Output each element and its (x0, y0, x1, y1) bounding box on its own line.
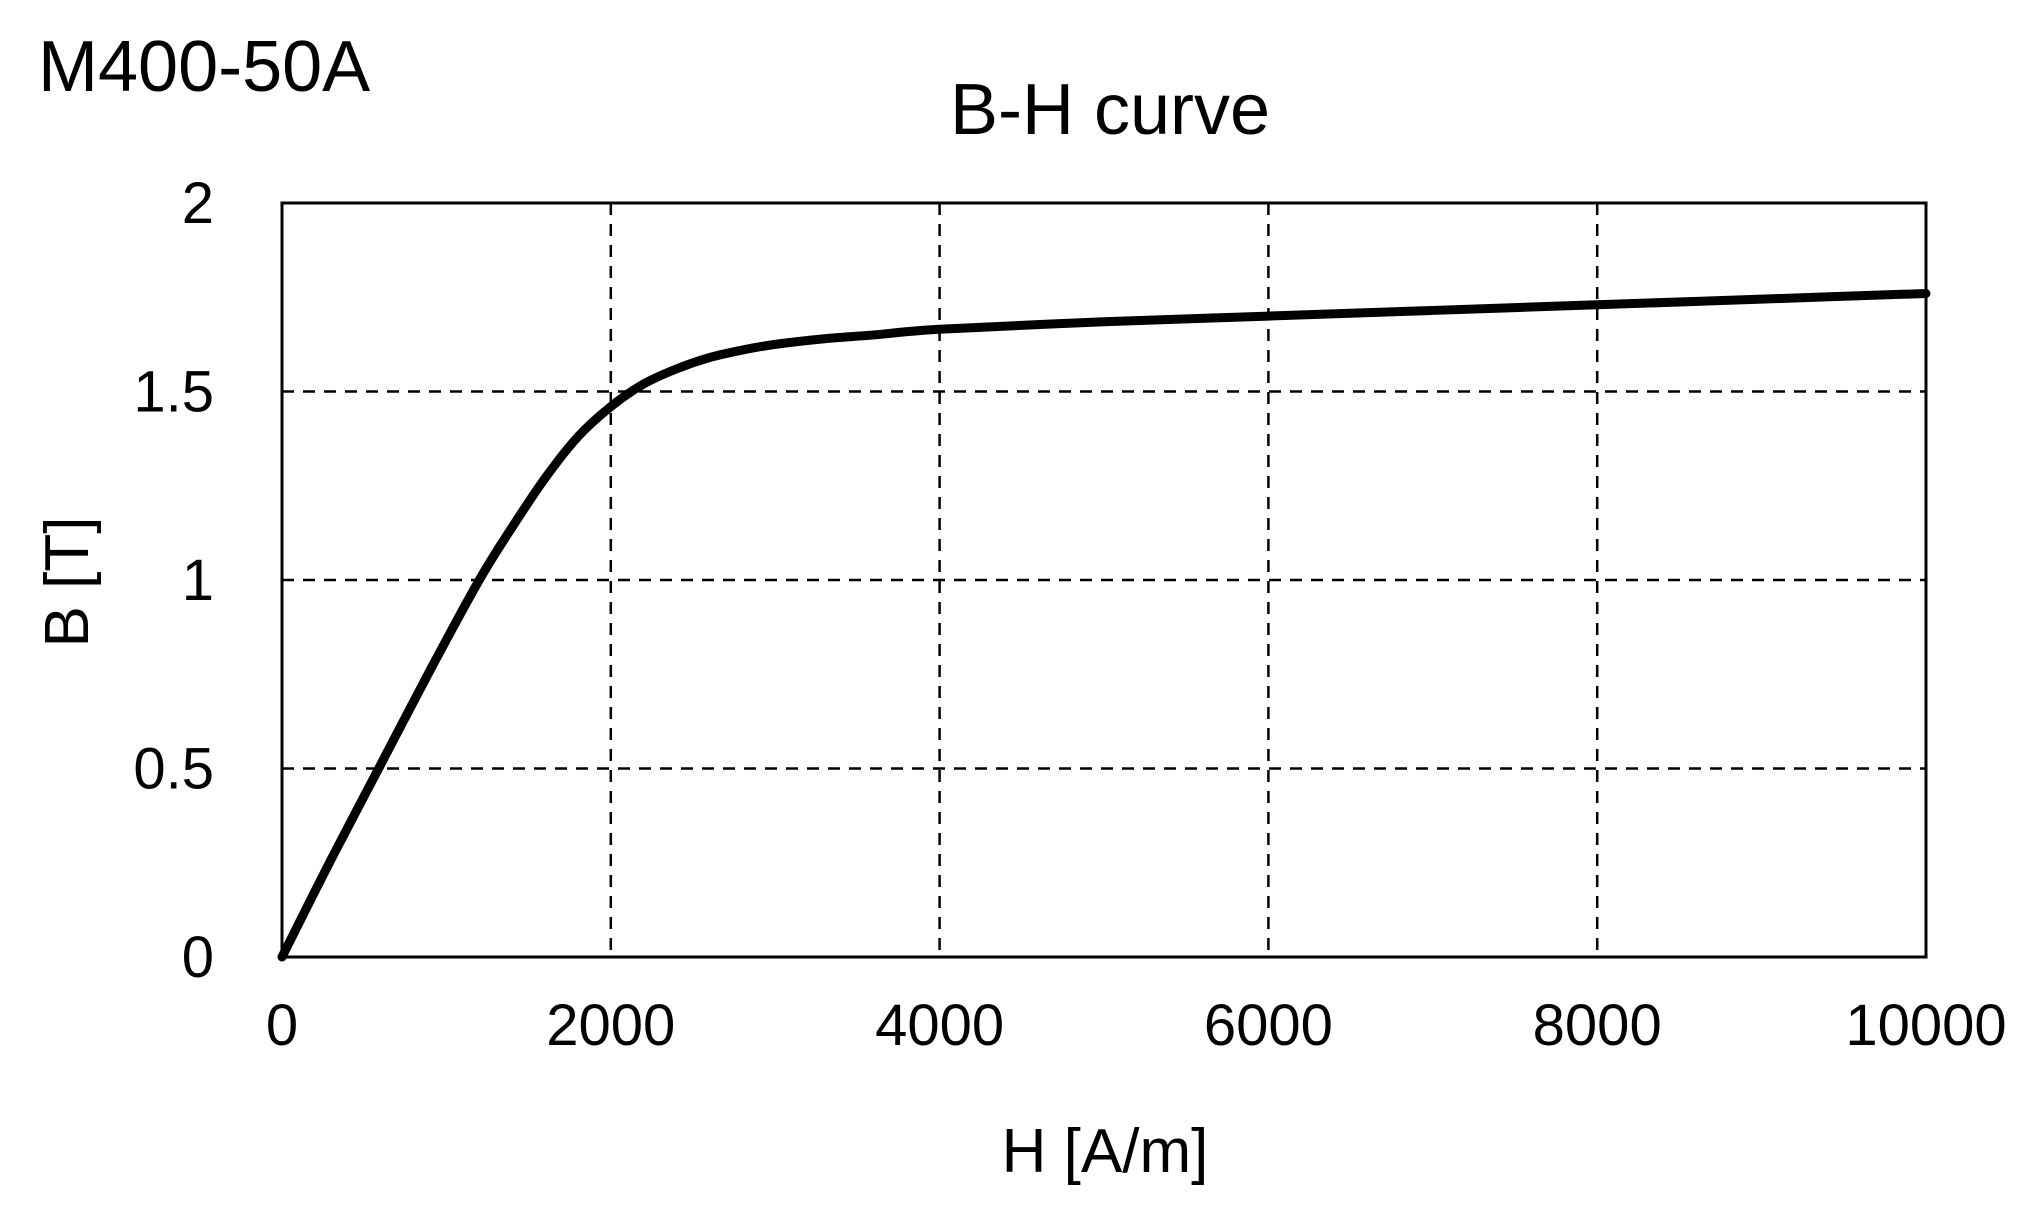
y-tick-label: 2 (182, 171, 214, 236)
x-tick-label: 2000 (546, 993, 675, 1058)
y-tick-label: 0.5 (133, 737, 214, 802)
bh-curve-line (277, 288, 1931, 962)
y-tick-label: 0 (182, 925, 214, 990)
grid-lines (282, 203, 1926, 957)
x-tick-label: 6000 (1204, 993, 1333, 1058)
chart-title: B-H curve (950, 70, 1270, 150)
x-tick-label: 10000 (1845, 993, 2006, 1058)
plot-area-frame (280, 201, 1928, 959)
x-tick-label: 8000 (1533, 993, 1662, 1058)
material-label: M400-50A (38, 27, 370, 107)
tick-labels: 0 2000 4000 6000 8000 10000 0 0.5 1 1.5 2 (133, 171, 2006, 1058)
y-tick-label: 1.5 (133, 360, 214, 425)
y-tick-label: 1 (182, 548, 214, 613)
x-tick-label: 4000 (875, 993, 1004, 1058)
series-layer (277, 288, 1931, 962)
x-tick-label: 0 (266, 993, 298, 1058)
x-axis-label: H [A/m] (1002, 1117, 1209, 1186)
y-axis-label: B [T] (33, 517, 102, 648)
